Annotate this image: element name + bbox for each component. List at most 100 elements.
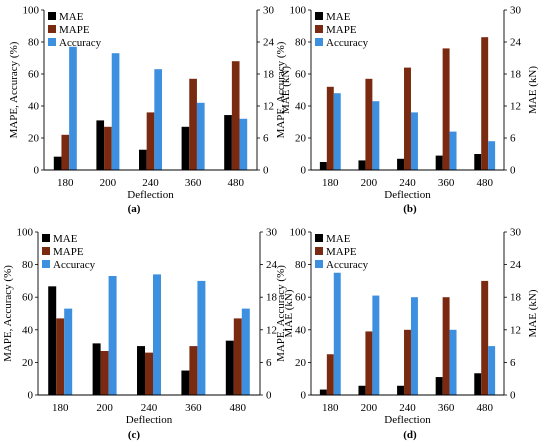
y-tick-label: 0 <box>301 165 307 177</box>
chart-panel-c: 0 20 40 60 80 100 0 6 12 18 24 30 180 200 240 360 480 MAP… <box>2 227 295 442</box>
y2-tick-label: 24 <box>510 259 522 271</box>
bar-mape-200 <box>365 331 373 395</box>
bar-mae-480 <box>224 115 232 170</box>
legend-label-accuracy: Accuracy <box>326 37 369 49</box>
bar-mape-180 <box>326 86 334 170</box>
x-tick-label: 180 <box>322 177 339 189</box>
bar-accuracy-200 <box>111 53 120 171</box>
bar-accuracy-240 <box>410 112 418 170</box>
bar-accuracy-180 <box>69 46 77 170</box>
legend-swatch-accuracy <box>42 260 50 268</box>
bar-mape-200 <box>104 126 112 170</box>
bar-accuracy-480 <box>239 118 248 170</box>
x-tick-label: 480 <box>230 402 247 414</box>
bar-accuracy-200 <box>372 101 380 170</box>
bar-accuracy-480 <box>488 346 496 395</box>
x-axis-title: Deflection <box>384 414 431 426</box>
y2-tick-label: 30 <box>263 5 275 17</box>
bar-accuracy-360 <box>196 102 205 170</box>
y2-tick-label: 18 <box>510 292 522 304</box>
bar-mape-480 <box>231 61 240 171</box>
legend-label-accuracy: Accuracy <box>53 259 96 271</box>
y2-tick-label: 12 <box>510 324 521 336</box>
bar-mae-240 <box>397 385 405 395</box>
x-tick-label: 200 <box>361 402 378 414</box>
legend-label-mae: MAE <box>59 11 84 23</box>
y2-tick-label: 6 <box>510 133 516 145</box>
bar-mape-480 <box>481 37 489 171</box>
bar-mae-200 <box>92 343 101 395</box>
bar-accuracy-240 <box>410 297 418 395</box>
y2-tick-label: 6 <box>263 133 269 145</box>
y-tick-label: 20 <box>22 357 34 369</box>
legend-swatch-mae <box>48 12 56 20</box>
chart-panel-a: 0 20 40 60 80 100 0 6 12 18 24 30 180 200 240 360 480 MAP… <box>8 5 292 216</box>
y-tick-label: 60 <box>295 69 307 81</box>
y-tick-label: 60 <box>295 292 307 304</box>
bar-mae-200 <box>96 120 105 170</box>
x-axis-title: Deflection <box>126 414 173 426</box>
bar-accuracy-200 <box>372 295 380 395</box>
legend-label-mae: MAE <box>53 233 78 245</box>
x-tick-label: 360 <box>185 402 202 414</box>
bar-accuracy-180 <box>333 93 341 170</box>
legend-swatch-mape <box>315 25 323 33</box>
x-tick-label: 180 <box>322 402 339 414</box>
bar-mape-180 <box>61 134 70 170</box>
y-axis-title: MAPE, Accuracy (%) <box>275 265 287 362</box>
y2-tick-label: 24 <box>266 259 278 271</box>
y2-tick-label: 30 <box>266 227 278 239</box>
y2-axis-title: MAE (kN) <box>280 66 292 114</box>
y-tick-label: 0 <box>34 165 40 177</box>
x-tick-label: 480 <box>476 402 493 414</box>
bar-mape-360 <box>189 346 198 395</box>
y2-tick-label: 6 <box>266 357 272 369</box>
bar-mae-180 <box>319 389 327 395</box>
y-tick-label: 100 <box>17 227 34 239</box>
y-tick-label: 40 <box>28 101 40 113</box>
y2-tick-label: 30 <box>510 5 522 17</box>
y-axis-title: MAPE, Accuracy (%) <box>2 265 14 362</box>
bar-mae-180 <box>319 162 327 170</box>
panel-caption: (d) <box>403 429 417 441</box>
x-tick-label: 240 <box>141 402 158 414</box>
x-tick-label: 360 <box>438 402 455 414</box>
legend-swatch-accuracy <box>315 260 323 268</box>
x-tick-label: 480 <box>227 177 244 189</box>
y-tick-label: 100 <box>23 5 40 17</box>
bar-mape-200 <box>100 350 109 395</box>
bar-mae-480 <box>225 340 234 395</box>
legend-swatch-mae <box>315 12 323 20</box>
y2-tick-label: 0 <box>266 390 272 402</box>
y2-tick-label: 0 <box>510 390 516 402</box>
legend-label-accuracy: Accuracy <box>326 259 369 271</box>
panel-caption: (b) <box>403 203 417 215</box>
bar-mape-200 <box>365 78 373 170</box>
legend-label-mape: MAPE <box>326 24 357 36</box>
legend-label-mae: MAE <box>326 233 351 245</box>
bar-accuracy-480 <box>488 141 496 170</box>
y2-tick-label: 0 <box>263 165 269 177</box>
legend-swatch-mape <box>48 25 56 33</box>
bar-mape-180 <box>56 318 65 395</box>
chart-panel-d: 0 20 40 60 80 100 0 6 12 18 24 30 180 200 240 360 480 MAP… <box>275 227 539 442</box>
bar-mae-240 <box>397 158 405 170</box>
panel-caption: (a) <box>128 203 141 215</box>
y-tick-label: 0 <box>28 390 34 402</box>
x-tick-label: 240 <box>399 402 416 414</box>
bar-mape-360 <box>442 48 450 170</box>
chart-panel-b: 0 20 40 60 80 100 0 6 12 18 24 30 180 200 240 360 480 MAP… <box>275 5 539 216</box>
bar-mae-180 <box>53 156 62 170</box>
y-axis-title: MAPE, Accuracy (%) <box>8 41 20 138</box>
y-tick-label: 100 <box>290 227 307 239</box>
x-tick-label: 240 <box>399 177 416 189</box>
x-tick-label: 480 <box>476 177 493 189</box>
legend-label-mape: MAPE <box>53 246 84 258</box>
bar-mape-240 <box>146 112 155 170</box>
y-tick-label: 60 <box>22 292 34 304</box>
bar-mae-200 <box>358 160 366 170</box>
x-axis-title: Deflection <box>384 189 431 201</box>
legend-label-mape: MAPE <box>326 246 357 258</box>
bar-accuracy-360 <box>197 280 206 395</box>
bar-accuracy-240 <box>154 69 163 170</box>
